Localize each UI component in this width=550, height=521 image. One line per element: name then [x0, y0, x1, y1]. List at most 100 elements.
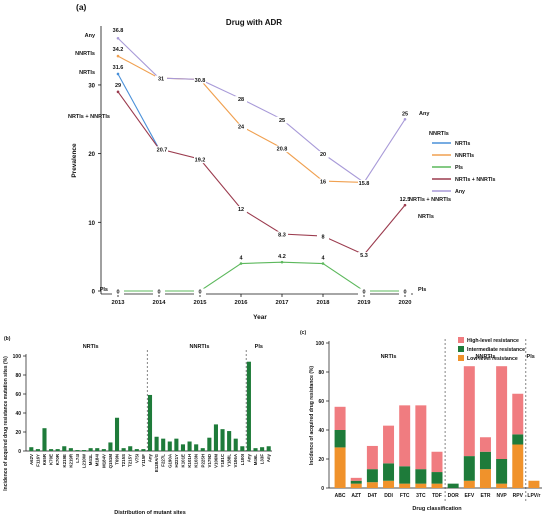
bar: [200, 448, 205, 451]
legend-label: Any: [455, 189, 465, 195]
point-label-backdrop: [399, 288, 411, 295]
x-tick-label: K70E: [49, 454, 54, 465]
x-tick-label: ABC: [335, 493, 346, 499]
panel-a-x-axis-label: Year: [253, 314, 267, 321]
series-line-nrtis: [117, 73, 160, 150]
point-label: 8: [321, 235, 324, 241]
bar-segment-low-level-resistance: [415, 483, 427, 488]
legend-swatch: [458, 346, 464, 352]
x-tick-label: L33F: [260, 454, 265, 465]
x-tick-label: A62V: [29, 454, 34, 465]
point-label-backdrop: [358, 179, 370, 187]
point-label: 20.7: [157, 147, 168, 153]
point-label-backdrop: [276, 116, 288, 124]
x-tick-label: K219E: [62, 454, 67, 467]
x-tick-label: D4T: [368, 493, 377, 499]
x-tick-label: K101E: [180, 454, 185, 467]
x-tick-label: M41L: [88, 454, 93, 466]
series-end-label-right: NRTIs + NNRTIs: [409, 197, 451, 203]
x-tick-label: P225H: [200, 454, 205, 467]
x-tick-label: L100I: [240, 454, 245, 465]
bar-segment-intermediate-resistance: [479, 451, 491, 470]
x-tick-label: V179D: [207, 454, 212, 467]
bar: [141, 449, 146, 451]
x-tick-label: V106M: [213, 454, 218, 468]
panel-c-stacked-bar-chart: (c) 0 20 40 60 80 100 ABC AZT D4T DDI FTC 3TC TDF DOR E…: [300, 330, 542, 512]
bar: [82, 450, 87, 451]
bar-segment-intermediate-resistance: [447, 483, 459, 488]
bar-segment-high-level-resistance: [350, 477, 362, 481]
point-label-backdrop: [276, 145, 288, 153]
point-label: 19.2: [195, 158, 206, 164]
bar: [180, 444, 186, 451]
point-label: 20.8: [277, 147, 288, 153]
x-tick-label: Y115F: [141, 454, 146, 467]
series-line-any: [117, 37, 406, 184]
series-point-nrtis-nnrtis: [116, 90, 120, 94]
point-label: 12: [238, 207, 244, 213]
panel-c-y-tick-label: 0: [321, 486, 324, 492]
panel-a-tag: (a): [76, 2, 87, 12]
x-tick-label: FTC: [400, 493, 410, 499]
point-label: 25: [402, 111, 408, 117]
x-tick-label: L210W: [82, 453, 87, 468]
x-tick-label: K219R: [68, 453, 73, 467]
panel-c-y-tick-label: 40: [318, 428, 324, 434]
panel-b-y-tick-label: 40: [15, 411, 21, 417]
point-label-backdrop: [317, 233, 329, 241]
legend-label: NRTIs + NNRTIs: [455, 177, 496, 183]
point-label: 4: [321, 256, 325, 262]
point-label: 20: [320, 152, 326, 158]
x-tick-label: ETR: [480, 493, 490, 499]
panel-a-title: Drug with ADR: [226, 18, 282, 27]
panel-b-y-tick-label: 80: [15, 373, 21, 379]
group-label: NRTIs: [83, 344, 99, 350]
series-point-nnrtis: [116, 54, 120, 58]
panel-a-y-tick-label: 30: [88, 83, 95, 89]
point-label: 4: [239, 256, 243, 262]
series-end-label-left: Any: [85, 33, 96, 39]
panel-b-y-tick-label: 60: [15, 392, 21, 398]
bar-segment-low-level-resistance: [399, 483, 411, 488]
bar: [266, 446, 271, 451]
point-label-backdrop: [112, 288, 124, 295]
x-tick-label: E138A/G: [154, 453, 159, 472]
bar: [75, 450, 80, 451]
bar-segment-intermediate-resistance: [399, 466, 411, 484]
bar: [174, 438, 179, 451]
x-tick-label: Any: [246, 453, 251, 462]
bar: [240, 446, 245, 451]
point-label-backdrop: [194, 76, 206, 84]
point-label: 25: [279, 118, 285, 124]
panel-b-y-axis-label: Incidence of acquired drug resistance mu…: [3, 356, 9, 491]
x-tick-label: H221Y: [174, 454, 179, 467]
x-tick-label: TDF: [432, 493, 442, 499]
panel-c-x-axis-label: Drug classification: [412, 506, 462, 512]
bar-segment-high-level-resistance: [383, 425, 395, 464]
series-point-pis: [239, 262, 243, 265]
bar: [207, 437, 212, 451]
bar: [167, 441, 172, 451]
point-label: 5.3: [360, 253, 368, 259]
point-label-backdrop: [317, 178, 329, 186]
panel-b-y-tick-label: 100: [13, 354, 22, 360]
group-label: PIs: [255, 344, 263, 350]
bar-segment-intermediate-resistance: [512, 434, 524, 445]
legend-label: High-level resistance: [467, 338, 519, 344]
bar-segment-low-level-resistance: [431, 483, 443, 488]
x-tick-label: Y181C: [220, 453, 225, 467]
point-label: 12.5: [400, 197, 411, 203]
bar-segment-high-level-resistance: [512, 393, 524, 435]
bar-segment-intermediate-resistance: [383, 463, 395, 481]
bar-segment-low-level-resistance: [366, 482, 378, 488]
point-label: 0: [362, 290, 365, 296]
series-end-label-right: NRTIs: [418, 214, 434, 220]
bar-segment-intermediate-resistance: [350, 480, 362, 484]
bar-segment-high-level-resistance: [334, 406, 346, 430]
point-label: 0: [403, 290, 406, 296]
bar: [114, 417, 120, 451]
bar-segment-low-level-resistance: [528, 480, 540, 488]
series-end-label-left: NNRTIs: [75, 51, 95, 57]
point-label-backdrop: [276, 231, 288, 238]
